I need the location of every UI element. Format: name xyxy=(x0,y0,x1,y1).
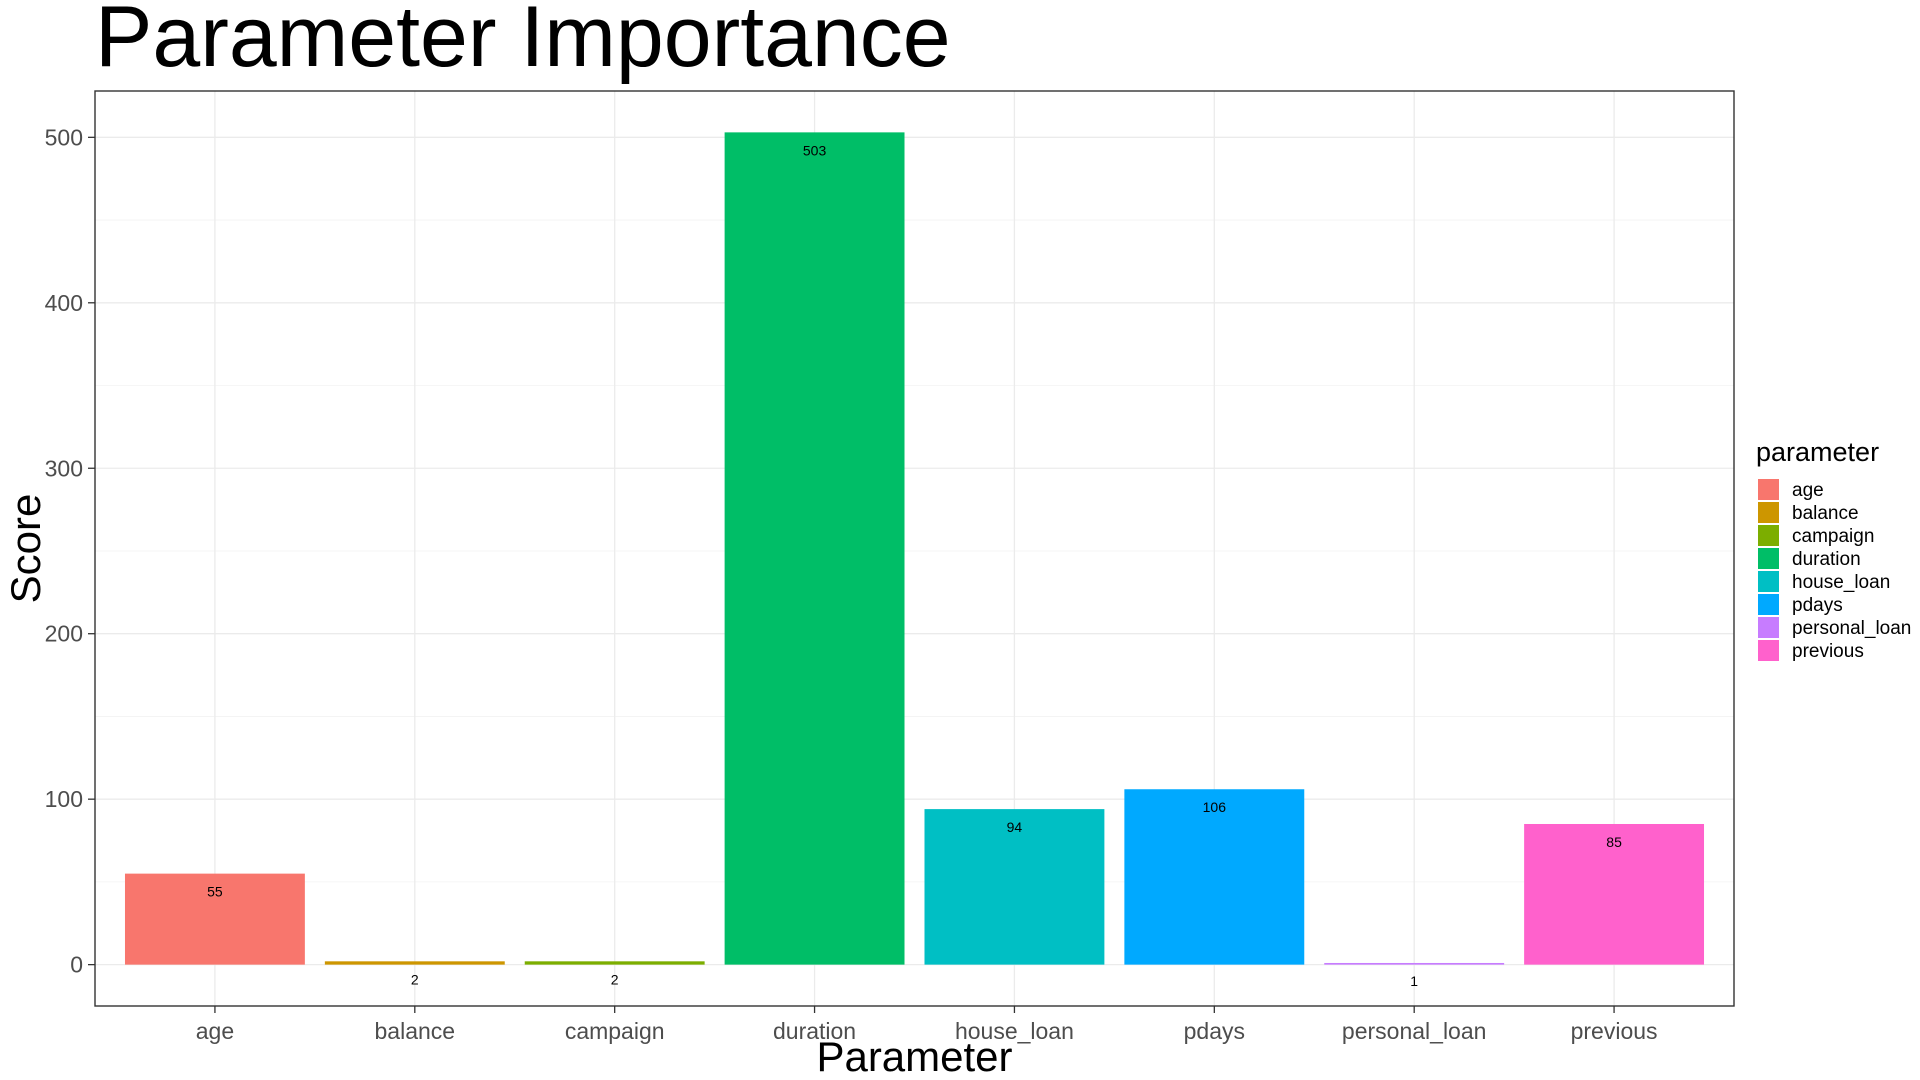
legend-key-personal-loan xyxy=(1758,617,1779,638)
data-label: 55 xyxy=(207,884,223,900)
legend-label: pdays xyxy=(1792,595,1843,616)
data-label: 85 xyxy=(1606,834,1622,850)
y-tick-label: 0 xyxy=(70,952,83,978)
y-axis: 0 100 200 300 400 500 xyxy=(45,124,95,978)
y-tick-label: 100 xyxy=(45,786,83,812)
legend-title: parameter xyxy=(1756,437,1879,467)
x-axis-title: Parameter xyxy=(816,1033,1012,1080)
legend-key-campaign xyxy=(1758,525,1779,546)
chart-title: Parameter Importance xyxy=(95,0,951,85)
x-tick-label: previous xyxy=(1571,1018,1658,1044)
x-tick-label: age xyxy=(196,1018,234,1044)
legend-label: campaign xyxy=(1792,526,1874,547)
bar-house-loan xyxy=(924,809,1105,965)
bar-duration xyxy=(724,132,905,965)
x-tick-label: campaign xyxy=(565,1018,665,1044)
legend-label: previous xyxy=(1792,641,1864,662)
data-label: 94 xyxy=(1007,819,1023,835)
data-labels: 55 2 2 503 94 106 1 85 xyxy=(207,142,1622,989)
data-label: 1 xyxy=(1410,973,1418,989)
legend-key-balance xyxy=(1758,502,1779,523)
data-label: 106 xyxy=(1203,799,1227,815)
x-tick-label: personal_loan xyxy=(1342,1018,1487,1044)
x-tick-label: pdays xyxy=(1184,1018,1245,1044)
legend-label: balance xyxy=(1792,503,1859,524)
data-label: 503 xyxy=(803,142,827,158)
y-tick-label: 400 xyxy=(45,290,83,316)
x-tick-label: house_loan xyxy=(955,1018,1074,1044)
bar-personal-loan xyxy=(1324,962,1505,965)
y-axis-title: Score xyxy=(2,494,49,604)
y-tick-label: 300 xyxy=(45,455,83,481)
y-tick-label: 200 xyxy=(45,621,83,647)
legend: parameter agebalancecampaigndurationhous… xyxy=(1756,437,1911,662)
bar-campaign xyxy=(524,961,705,965)
bars xyxy=(124,132,1705,965)
legend-key-previous xyxy=(1758,640,1779,661)
bar-previous xyxy=(1524,823,1705,965)
legend-label: house_loan xyxy=(1792,572,1890,593)
x-tick-label: duration xyxy=(773,1018,856,1044)
y-tick-label: 500 xyxy=(45,124,83,150)
bar-age xyxy=(124,873,305,965)
legend-label: duration xyxy=(1792,549,1861,570)
bar-balance xyxy=(324,961,505,965)
legend-key-pdays xyxy=(1758,594,1779,615)
bar-pdays xyxy=(1124,789,1305,965)
x-tick-label: balance xyxy=(375,1018,456,1044)
legend-key-age xyxy=(1758,479,1779,500)
legend-key-duration xyxy=(1758,548,1779,569)
x-axis: age balance campaign duration house_loan pday… xyxy=(196,1006,1658,1044)
legend-key-house-loan xyxy=(1758,571,1779,592)
data-label: 2 xyxy=(611,971,619,987)
plot-panel-border xyxy=(94,90,1735,1007)
legend-label: personal_loan xyxy=(1792,618,1911,639)
legend-label: age xyxy=(1792,480,1824,501)
grid xyxy=(95,91,1734,1006)
data-label: 2 xyxy=(411,971,419,987)
